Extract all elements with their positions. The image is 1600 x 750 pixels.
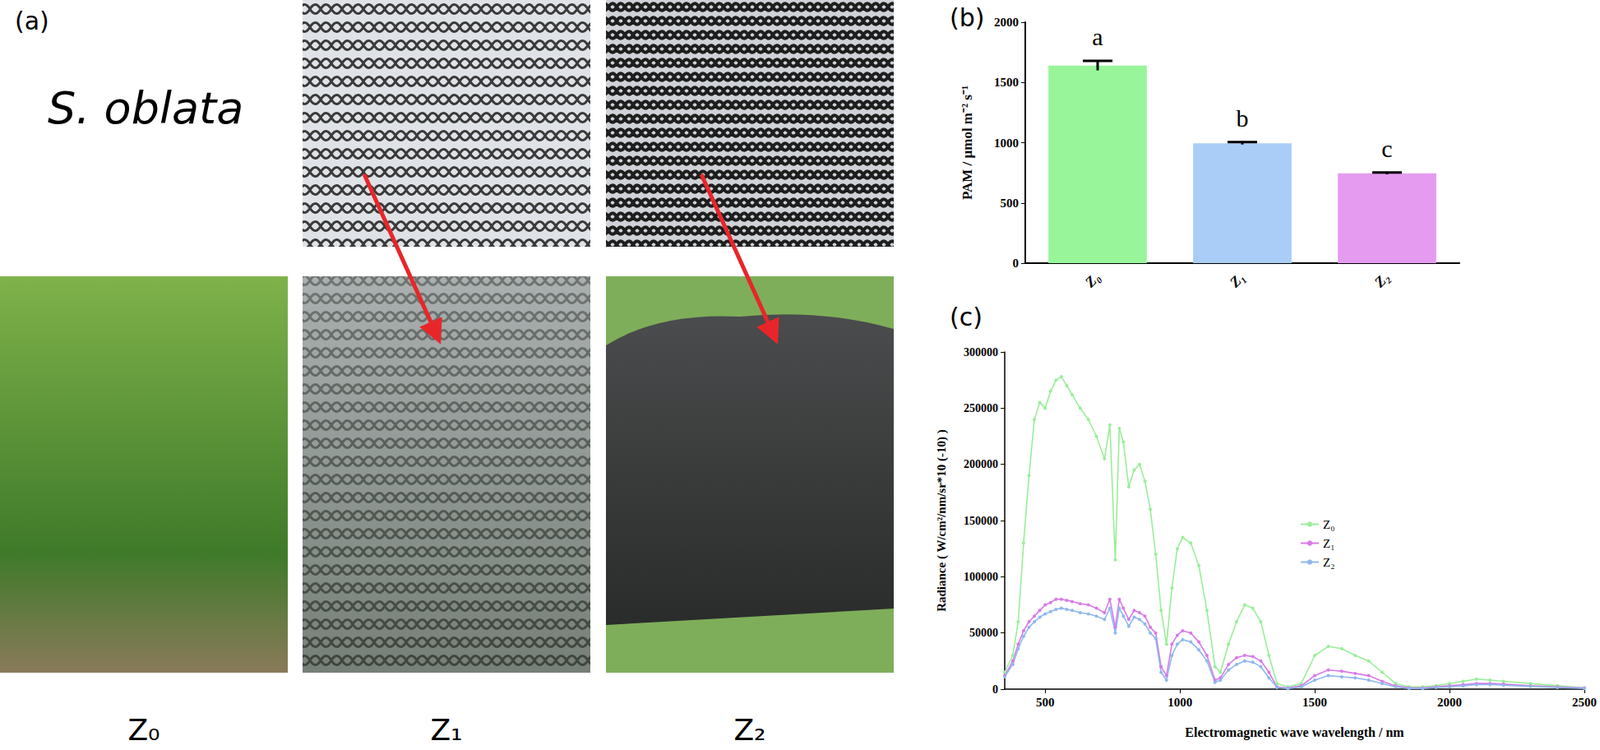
svg-text:150000: 150000	[963, 514, 999, 528]
svg-text:Z₀: Z₀	[127, 712, 160, 747]
svg-text:250000: 250000	[963, 402, 999, 415]
svg-text:0: 0	[992, 683, 999, 696]
svg-text:Z₂: Z₂	[1370, 268, 1393, 292]
svg-text:500: 500	[1035, 695, 1055, 709]
svg-text:200000: 200000	[963, 457, 999, 471]
svg-text:1000: 1000	[994, 136, 1019, 150]
svg-text:0: 0	[1012, 256, 1020, 270]
svg-text:100000: 100000	[963, 570, 999, 583]
svg-text:Z₀: Z₀	[1081, 268, 1104, 292]
svg-text:2000: 2000	[1437, 695, 1462, 709]
svg-text:PAM / μmol m⁻² s⁻¹: PAM / μmol m⁻² s⁻¹	[959, 85, 976, 200]
svg-text:Electromagnetic wave wavelengt: Electromagnetic wave wavelength / nm	[1184, 725, 1405, 740]
svg-text:Z₂: Z₂	[733, 712, 766, 747]
svg-text:1500: 1500	[994, 75, 1019, 89]
svg-text:Z₁: Z₁	[430, 712, 463, 747]
svg-text:1500: 1500	[1302, 695, 1328, 709]
svg-text:c: c	[1381, 134, 1392, 162]
svg-text:Z₀: Z₀	[1322, 517, 1335, 532]
svg-text:Z₁: Z₁	[1322, 536, 1335, 551]
svg-text:300000: 300000	[963, 346, 999, 359]
svg-text:a: a	[1091, 23, 1103, 51]
svg-text:2000: 2000	[994, 15, 1019, 29]
svg-text:1000: 1000	[1167, 695, 1193, 709]
html-text:(b): (b)	[949, 3, 985, 33]
svg-text:(a): (a)	[14, 6, 50, 36]
svg-text:Radiance ( W/cm²/nm/sr*10 (-10: Radiance ( W/cm²/nm/sr*10 (-10) )	[934, 429, 949, 612]
svg-text:500: 500	[1000, 196, 1020, 210]
svg-text:2500: 2500	[1572, 695, 1597, 709]
svg-text:Z₂: Z₂	[1322, 555, 1335, 569]
svg-text:50000: 50000	[969, 626, 999, 639]
svg-text:b: b	[1236, 104, 1249, 132]
svg-text:Z₁: Z₁	[1225, 268, 1249, 292]
html-text:(c): (c)	[949, 302, 983, 332]
svg-text:S. oblata: S. oblata	[47, 82, 244, 135]
